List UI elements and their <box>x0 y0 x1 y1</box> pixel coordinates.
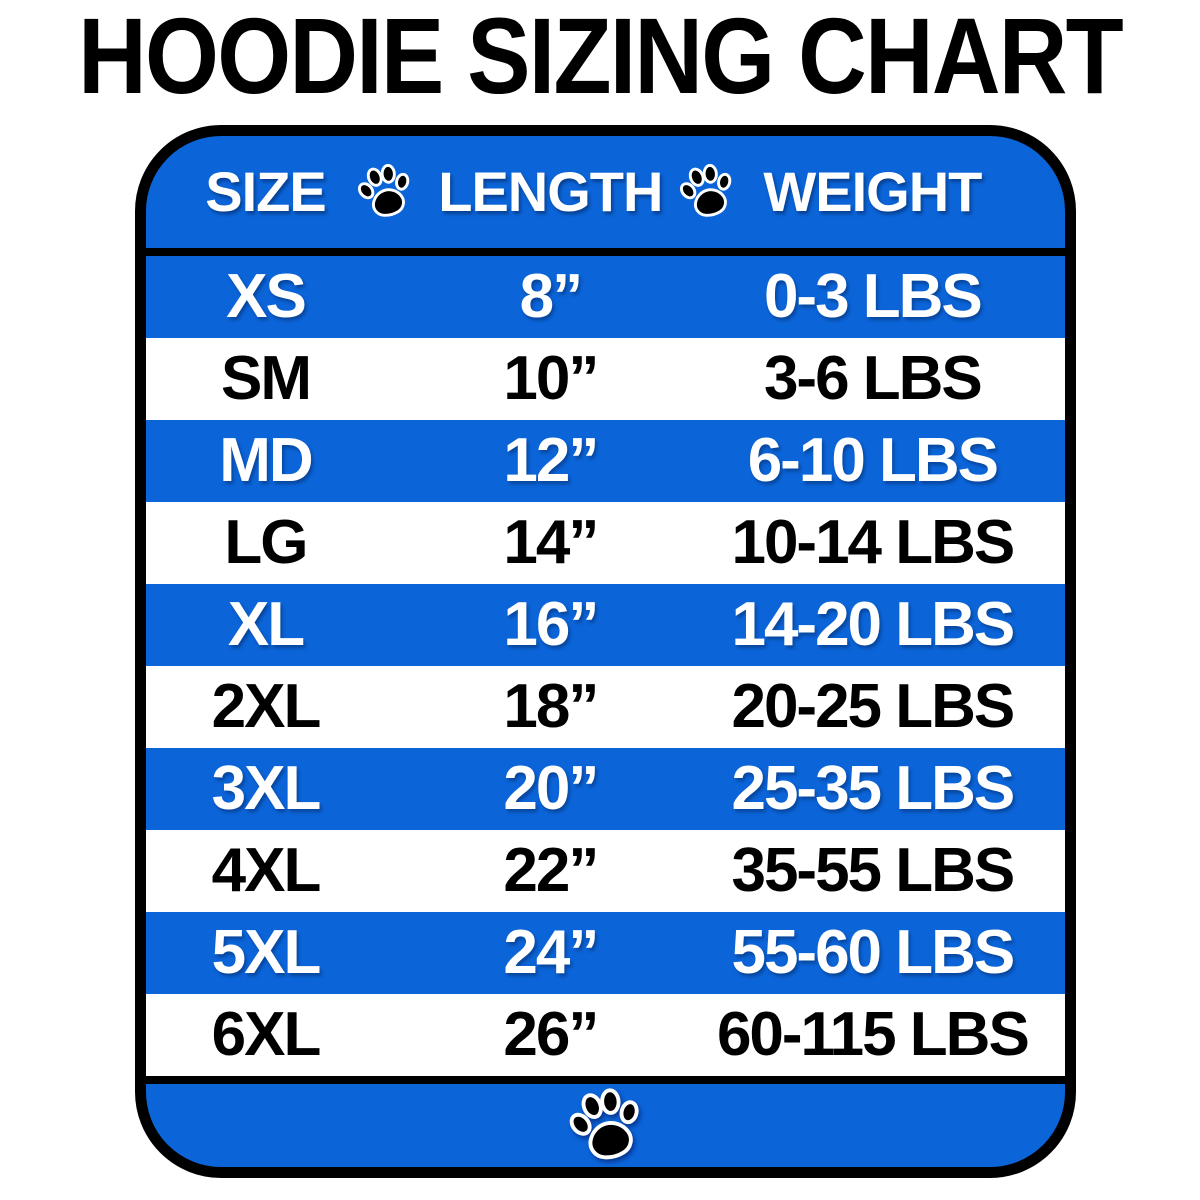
weight-cell: 0-3 LBS <box>763 262 983 331</box>
paw-print-icon <box>567 1087 645 1165</box>
page-title-wrap: HOODIE SIZING CHART <box>0 2 1200 110</box>
weight-cell: 10-14 LBS <box>731 508 1015 577</box>
column-header-length: LENGTH <box>438 160 663 223</box>
length-cell: 12” <box>503 426 599 495</box>
size-cell: 6XL <box>211 1000 322 1069</box>
table-row: SM 10” 3-6 LBS <box>146 338 1065 420</box>
length-cell: 18” <box>503 672 599 741</box>
weight-cell: 25-35 LBS <box>731 754 1015 823</box>
size-cell: 3XL <box>211 754 322 823</box>
table-header-row: SIZE LENGTH WEIGHT <box>146 136 1065 248</box>
table-row: LG 14” 10-14 LBS <box>146 502 1065 584</box>
table-body: XS 8” 0-3 LBS SM 10” 3-6 LBS MD 12” 6-10 LBS LG 14… <box>146 256 1065 1076</box>
table-row: MD 12” 6-10 LBS <box>146 420 1065 502</box>
weight-cell: 60-115 LBS <box>716 1000 1030 1069</box>
size-cell: MD <box>219 426 313 495</box>
size-cell: LG <box>224 508 308 577</box>
table-row: XL 16” 14-20 LBS <box>146 584 1065 666</box>
length-cell: 16” <box>503 590 599 659</box>
column-header-size: SIZE <box>205 160 326 223</box>
table-row: XS 8” 0-3 LBS <box>146 256 1065 338</box>
card-footer <box>146 1084 1065 1167</box>
header-divider-line <box>146 248 1065 256</box>
weight-cell: 14-20 LBS <box>731 590 1015 659</box>
size-cell: 2XL <box>211 672 322 741</box>
size-cell: 5XL <box>211 918 322 987</box>
length-cell: 24” <box>503 918 599 987</box>
weight-cell: 55-60 LBS <box>731 918 1015 987</box>
weight-cell: 20-25 LBS <box>731 672 1015 741</box>
weight-cell: 3-6 LBS <box>763 344 983 413</box>
weight-cell: 6-10 LBS <box>747 426 999 495</box>
size-cell: SM <box>220 344 312 413</box>
length-cell: 8” <box>519 262 583 331</box>
table-row: 4XL 22” 35-55 LBS <box>146 830 1065 912</box>
table-row: 5XL 24” 55-60 LBS <box>146 912 1065 994</box>
length-cell: 14” <box>503 508 599 577</box>
sizing-chart-card: SIZE LENGTH WEIGHT XS 8” 0-3 LBS SM 10” 3-6 L… <box>135 125 1076 1178</box>
length-cell: 20” <box>503 754 599 823</box>
table-row: 6XL 26” 60-115 LBS <box>146 994 1065 1076</box>
size-cell: XS <box>226 262 307 331</box>
size-cell: 4XL <box>211 836 322 905</box>
footer-divider-line <box>146 1076 1065 1084</box>
paw-print-icon <box>678 163 736 221</box>
table-row: 3XL 20” 25-35 LBS <box>146 748 1065 830</box>
paw-print-icon <box>356 163 414 221</box>
weight-cell: 35-55 LBS <box>731 836 1015 905</box>
column-header-weight: WEIGHT <box>763 160 982 223</box>
length-cell: 10” <box>503 344 599 413</box>
length-cell: 26” <box>503 1000 599 1069</box>
length-cell: 22” <box>503 836 599 905</box>
size-cell: XL <box>227 590 305 659</box>
table-row: 2XL 18” 20-25 LBS <box>146 666 1065 748</box>
page-title: HOODIE SIZING CHART <box>78 0 1123 116</box>
